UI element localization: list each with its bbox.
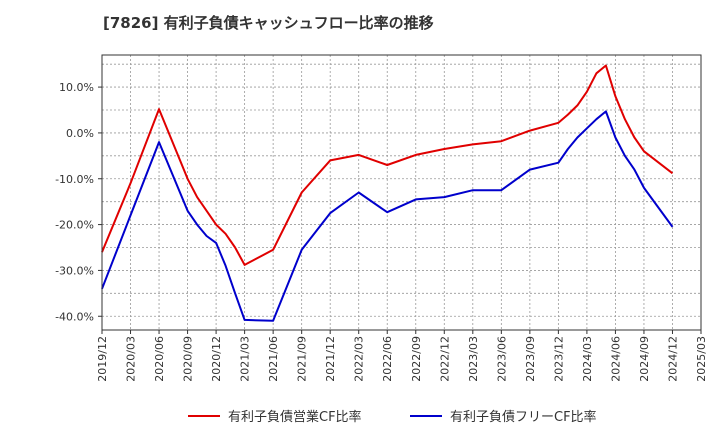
x-tick-label: 2020/06 [153,336,166,382]
series-line-operating-cf [101,64,674,266]
x-tick-label: 2022/06 [381,336,394,382]
chart-title: [7826] 有利子負債キャッシュフロー比率の推移 [103,14,434,32]
y-tick-label: 0.0% [66,127,94,140]
x-tick-label: 2024/12 [666,336,679,382]
y-tick-label: -20.0% [55,219,94,232]
x-tick-label: 2020/03 [125,336,138,382]
y-tick-label: -30.0% [55,264,94,277]
x-tick-label: 2023/06 [495,336,508,382]
plot-background [102,55,701,330]
series-line-free-cf [101,110,674,322]
y-tick-label: 10.0% [59,81,94,94]
y-axis-ticks: 10.0% 0.0% -10.0% -20.0% -30.0% -40.0% [55,81,102,323]
legend: 有利子負債営業CF比率 有利子負債フリーCF比率 [188,409,597,425]
x-tick-label: 2022/12 [438,336,451,382]
x-tick-label: 2020/09 [182,336,195,382]
x-tick-label: 2022/03 [353,336,366,382]
x-tick-label: 2020/12 [210,336,223,382]
x-tick-label: 2023/09 [524,336,537,382]
legend-label: 有利子負債フリーCF比率 [450,409,597,425]
x-tick-label: 2023/12 [552,336,565,382]
x-tick-label: 2019/12 [96,336,109,382]
x-tick-label: 2024/09 [638,336,651,382]
series-layer [101,64,674,322]
x-axis-ticks: 2019/12 2020/03 2020/06 2020/09 2020/12 2021/… [96,330,708,382]
y-tick-label: -10.0% [55,173,94,186]
x-tick-label: 2021/06 [267,336,280,382]
y-tick-label: -40.0% [55,310,94,323]
x-tick-label: 2024/03 [581,336,594,382]
x-tick-label: 2025/03 [695,336,708,382]
x-tick-label: 2021/09 [296,336,309,382]
x-tick-label: 2023/03 [467,336,480,382]
x-tick-label: 2021/12 [324,336,337,382]
legend-label: 有利子負債営業CF比率 [228,409,362,425]
x-tick-label: 2021/03 [239,336,252,382]
x-tick-label: 2024/06 [609,336,622,382]
plot-frame [101,54,702,331]
x-tick-label: 2022/09 [410,336,423,382]
